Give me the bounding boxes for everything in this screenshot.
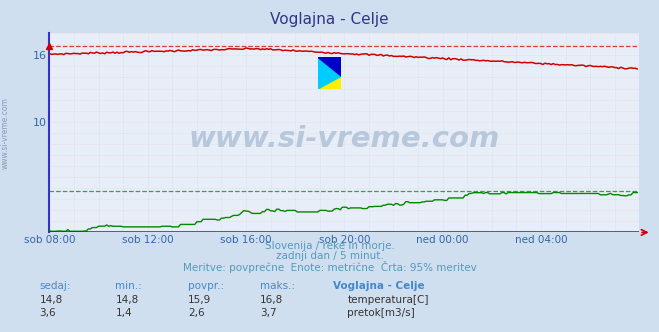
Text: 15,9: 15,9 <box>188 295 211 305</box>
Text: 3,6: 3,6 <box>40 308 56 318</box>
Text: pretok[m3/s]: pretok[m3/s] <box>347 308 415 318</box>
Text: Meritve: povprečne  Enote: metrične  Črta: 95% meritev: Meritve: povprečne Enote: metrične Črta:… <box>183 261 476 273</box>
Text: maks.:: maks.: <box>260 281 295 290</box>
Text: Voglajna - Celje: Voglajna - Celje <box>333 281 424 290</box>
Text: povpr.:: povpr.: <box>188 281 224 290</box>
Text: www.si-vreme.com: www.si-vreme.com <box>1 97 10 169</box>
Text: 16,8: 16,8 <box>260 295 283 305</box>
Text: 14,8: 14,8 <box>40 295 63 305</box>
Polygon shape <box>318 57 341 89</box>
Text: Voglajna - Celje: Voglajna - Celje <box>270 12 389 27</box>
Text: zadnji dan / 5 minut.: zadnji dan / 5 minut. <box>275 251 384 261</box>
Text: 14,8: 14,8 <box>115 295 138 305</box>
Text: 2,6: 2,6 <box>188 308 204 318</box>
Text: 3,7: 3,7 <box>260 308 277 318</box>
Text: Slovenija / reke in morje.: Slovenija / reke in morje. <box>264 241 395 251</box>
Text: www.si-vreme.com: www.si-vreme.com <box>188 125 500 153</box>
Text: 1,4: 1,4 <box>115 308 132 318</box>
Text: sedaj:: sedaj: <box>40 281 71 290</box>
Text: temperatura[C]: temperatura[C] <box>347 295 429 305</box>
Text: min.:: min.: <box>115 281 142 290</box>
Polygon shape <box>318 57 341 76</box>
